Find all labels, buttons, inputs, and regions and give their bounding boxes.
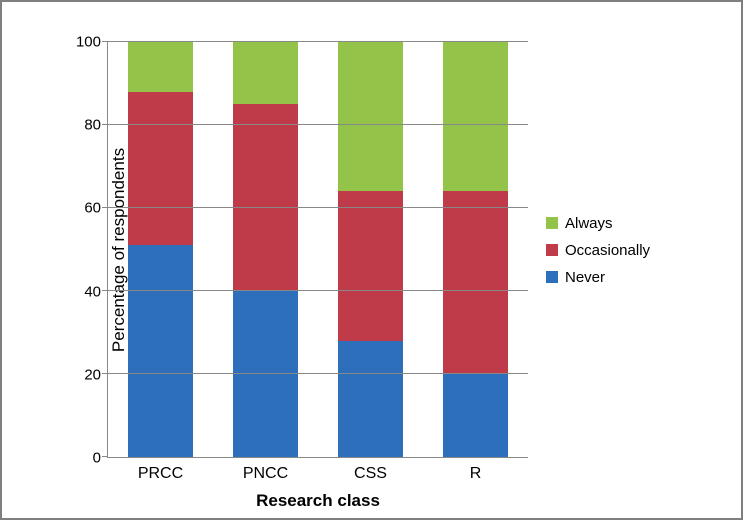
y-tick-label: 60 xyxy=(84,200,101,217)
y-tickmark xyxy=(102,373,108,374)
bar-slot: R xyxy=(423,42,528,457)
y-tick-label: 40 xyxy=(84,283,101,300)
bar xyxy=(338,42,403,457)
y-axis: Percentage of respondents 020406080100 xyxy=(57,42,107,458)
bar-slot: CSS xyxy=(318,42,423,457)
bars-container: PRCCPNCCCSSR xyxy=(108,42,528,457)
y-tickmark xyxy=(102,41,108,42)
y-tick-label: 20 xyxy=(84,366,101,383)
bar-segment-always xyxy=(128,42,193,92)
legend-swatch xyxy=(546,217,558,229)
bar-segment-occasionally xyxy=(128,92,193,246)
bar-slot: PNCC xyxy=(213,42,318,457)
x-tick-label: PRCC xyxy=(138,465,183,483)
bar-segment-never xyxy=(233,291,298,457)
y-tick-label: 0 xyxy=(93,450,101,467)
plot-outer: Percentage of respondents 020406080100 P… xyxy=(57,42,686,458)
chart-frame: Percentage of respondents 020406080100 P… xyxy=(0,0,743,520)
bar-segment-always xyxy=(338,42,403,191)
bar xyxy=(443,42,508,457)
gridline xyxy=(108,290,528,291)
gridline xyxy=(108,41,528,42)
legend-item-occasionally: Occasionally xyxy=(546,242,686,259)
bar-slot: PRCC xyxy=(108,42,213,457)
plot-area: PRCCPNCCCSSR Research class xyxy=(107,42,528,458)
bar-segment-always xyxy=(233,42,298,104)
x-tick-label: CSS xyxy=(354,465,387,483)
legend-label: Always xyxy=(565,215,613,232)
bar xyxy=(128,42,193,457)
legend: Always Occasionally Never xyxy=(528,42,686,458)
legend-swatch xyxy=(546,271,558,283)
legend-item-never: Never xyxy=(546,269,686,286)
gridline xyxy=(108,207,528,208)
legend-item-always: Always xyxy=(546,215,686,232)
x-tick-label: R xyxy=(470,465,482,483)
bar-segment-occasionally xyxy=(443,191,508,374)
legend-swatch xyxy=(546,244,558,256)
bar-segment-occasionally xyxy=(338,191,403,340)
bar-segment-never xyxy=(443,374,508,457)
bar-segment-never xyxy=(128,245,193,457)
y-tickmark xyxy=(102,290,108,291)
bar-segment-occasionally xyxy=(233,104,298,291)
bar-segment-never xyxy=(338,341,403,457)
x-tick-label: PNCC xyxy=(243,465,288,483)
y-tickmark xyxy=(102,124,108,125)
bar xyxy=(233,42,298,457)
y-tick-label: 100 xyxy=(76,34,101,51)
y-tickmark xyxy=(102,456,108,457)
x-axis-title: Research class xyxy=(256,491,380,511)
gridline xyxy=(108,373,528,374)
legend-label: Occasionally xyxy=(565,242,650,259)
y-tick-label: 80 xyxy=(84,117,101,134)
legend-label: Never xyxy=(565,269,605,286)
y-tickmark xyxy=(102,207,108,208)
plot-and-legend: PRCCPNCCCSSR Research class Always Occasi… xyxy=(107,42,686,458)
gridline xyxy=(108,124,528,125)
bar-segment-always xyxy=(443,42,508,191)
